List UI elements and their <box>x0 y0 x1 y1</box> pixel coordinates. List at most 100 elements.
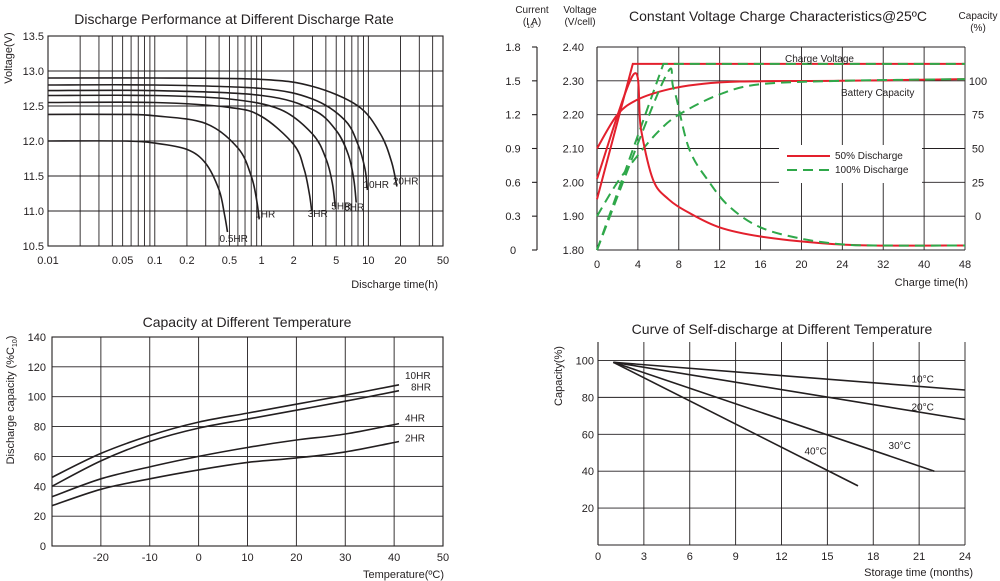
charge-xtick-label: 16 <box>754 259 766 271</box>
voltage-tick-label: 2.10 <box>563 144 584 156</box>
discharge-ytick-label: 10.5 <box>23 241 44 253</box>
self-curve-label: 20°C <box>911 402 933 413</box>
discharge-curve-8HR <box>47 89 357 203</box>
discharge-ytick-label: 13.0 <box>23 66 44 78</box>
self-xtick-label: 0 <box>595 551 601 563</box>
discharge-ytick-label: 12.0 <box>23 136 44 148</box>
temp-ytick-label: 100 <box>28 392 46 404</box>
charge-series-5 <box>596 67 966 251</box>
voltage-tick-label: 2.40 <box>563 42 584 54</box>
voltage-tick-label: 1.90 <box>563 211 584 223</box>
self-xtick-label: 6 <box>687 551 693 563</box>
charge-xtick-label: 32 <box>877 259 889 271</box>
temp-curve-8HR <box>51 389 400 488</box>
discharge-curve-label: 20HR <box>393 177 419 188</box>
current-tick-label: 1.2 <box>505 110 520 122</box>
self-curve-label: 30°C <box>889 441 911 452</box>
self-xtick-label: 24 <box>959 551 971 563</box>
charge-series-2 <box>596 78 966 150</box>
charge-chart-svg: Constant Voltage Charge Characteristics@… <box>505 5 997 289</box>
temp-ytick-label: 20 <box>34 511 46 523</box>
discharge-title: Discharge Performance at Different Disch… <box>74 11 394 27</box>
charge-xtick-label: 0 <box>594 259 600 271</box>
selfdischarge-xlabel: Storage time (months) <box>864 567 973 579</box>
temp-curve-label: 8HR <box>411 383 431 394</box>
temp-xtick-label: 40 <box>388 552 400 564</box>
temperature-title: Capacity at Different Temperature <box>143 314 352 330</box>
discharge-xtick-label: 0.05 <box>112 255 133 267</box>
self-xtick-label: 9 <box>733 551 739 563</box>
discharge-curve-label: 10HR <box>363 180 389 191</box>
self-ytick-label: 60 <box>582 429 594 441</box>
temp-curve-label: 10HR <box>405 371 431 382</box>
discharge-curve-label: 8HR <box>344 203 364 214</box>
selfdischarge-chart-svg: Curve of Self-discharge at Different Tem… <box>553 321 973 579</box>
discharge-curve-1HR <box>47 113 260 220</box>
temperature-ylabel: Discharge capacity (%C10) <box>5 336 19 465</box>
self-curve-3 <box>612 361 859 487</box>
self-ytick-label: 80 <box>582 392 594 404</box>
capacity-tick-label: 25 <box>972 177 984 189</box>
discharge-ytick-label: 11.5 <box>23 171 44 183</box>
discharge-xtick-label: 5 <box>333 255 339 267</box>
current-axis-sub: (I A) <box>523 17 541 28</box>
capacity-tick-label: 100 <box>969 76 987 88</box>
temp-xtick-label: -20 <box>93 552 109 564</box>
discharge-curve-label: 0.5HR <box>220 234 248 245</box>
self-curve-0 <box>613 361 966 391</box>
temp-ytick-label: 120 <box>28 362 46 374</box>
current-tick-label: 0.3 <box>505 211 520 223</box>
discharge-chart-svg: Discharge Performance at Different Disch… <box>3 11 449 291</box>
temperature-chart: Capacity at Different Temperature Discha… <box>0 300 480 581</box>
charge-xtick-label: 24 <box>836 259 848 271</box>
temperature-ylabel-sub: 10 <box>12 339 19 347</box>
temp-curve-label: 2HR <box>405 434 425 445</box>
temp-xtick-label: 50 <box>437 552 449 564</box>
self-xtick-label: 15 <box>821 551 833 563</box>
temp-curve-2HR <box>51 440 400 507</box>
temp-ytick-label: 60 <box>34 451 46 463</box>
voltage-tick-label: 2.30 <box>563 76 584 88</box>
self-xtick-label: 12 <box>775 551 787 563</box>
current-tick-label: 0 <box>510 245 516 257</box>
discharge-xtick-label: 10 <box>362 255 374 267</box>
temperature-ylabel-close: ) <box>5 336 17 340</box>
current-tick-label: 0.6 <box>505 177 520 189</box>
temp-ytick-label: 0 <box>40 541 46 553</box>
charge-voltage-annotation: Charge Voltage <box>785 54 854 65</box>
current-tick-label: 0.9 <box>505 144 520 156</box>
selfdischarge-ylabel: Capacity(%) <box>553 346 565 406</box>
discharge-ytick-label: 13.5 <box>23 31 44 43</box>
temp-curve-4HR <box>51 422 400 498</box>
voltage-axis-sub: (V/cell) <box>564 17 595 28</box>
discharge-ylabel: Voltage(V) <box>3 32 15 83</box>
voltage-tick-label: 2.00 <box>563 177 584 189</box>
capacity-tick-label: 75 <box>972 110 984 122</box>
discharge-curve-20HR <box>47 77 398 187</box>
capacity-tick-label: 0 <box>975 211 981 223</box>
discharge-xtick-label: 2 <box>291 255 297 267</box>
self-ytick-label: 20 <box>582 503 594 515</box>
current-tick-label: 1.5 <box>505 76 520 88</box>
discharge-xtick-label: 50 <box>437 255 449 267</box>
voltage-tick-label: 1.80 <box>563 245 584 257</box>
self-xtick-label: 21 <box>913 551 925 563</box>
temp-xtick-label: -10 <box>142 552 158 564</box>
discharge-ytick-label: 11.0 <box>23 206 44 218</box>
temp-xtick-label: 10 <box>241 552 253 564</box>
charge-xlabel: Charge time(h) <box>895 277 968 289</box>
charge-xtick-label: 4 <box>635 259 641 271</box>
discharge-xtick-label: 0.1 <box>147 255 162 267</box>
temp-curve-10HR <box>51 384 400 479</box>
temp-ytick-label: 80 <box>34 422 46 434</box>
discharge-curve-label: 3HR <box>308 209 328 220</box>
temp-curve-label: 4HR <box>405 414 425 425</box>
capacity-tick-label: 50 <box>972 144 984 156</box>
temp-ytick-label: 40 <box>34 481 46 493</box>
voltage-axis-label: Voltage <box>563 5 597 16</box>
charge-chart: Constant Voltage Charge Characteristics@… <box>495 0 1000 292</box>
discharge-curve-label: 5HR <box>331 202 351 213</box>
self-curve-label: 10°C <box>911 375 933 386</box>
temp-plot-frame <box>51 336 444 547</box>
discharge-curve-5HR <box>47 94 337 208</box>
